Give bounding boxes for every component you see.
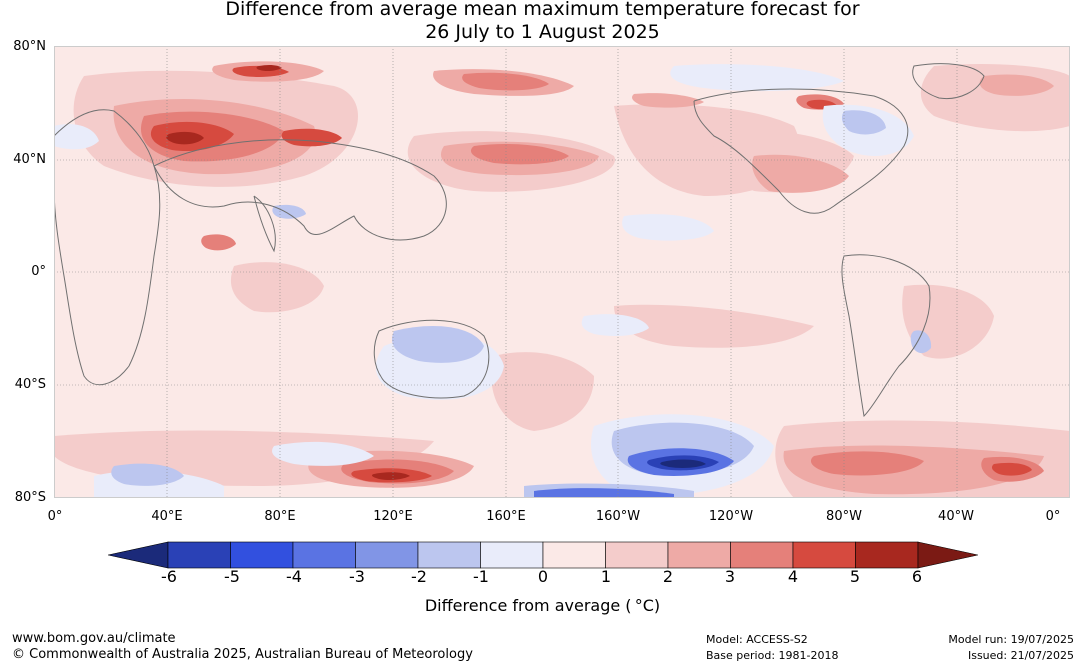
lon-label-40e: 40°E	[151, 509, 183, 524]
lat-label-equator: 0°	[31, 264, 46, 279]
footer-copyright: © Commonwealth of Australia 2025, Austra…	[12, 647, 473, 662]
chart-title-line2: 26 July to 1 August 2025	[425, 21, 660, 43]
colorbar-segment	[292, 541, 356, 569]
lon-label-120w: 120°W	[708, 509, 754, 524]
anomaly-map-svg	[54, 46, 1070, 498]
chart-title-line1: Difference from average mean maximum tem…	[225, 0, 860, 20]
footer-base-period: Base period: 1981-2018	[706, 649, 839, 662]
footer-issued: Issued: 21/07/2025	[967, 649, 1074, 662]
footer-model-run: Model run: 19/07/2025	[948, 633, 1074, 646]
colorbar	[107, 538, 979, 574]
colorbar-tick-label: -6	[161, 567, 177, 586]
anomaly-map	[54, 46, 1070, 498]
colorbar-segment	[667, 541, 731, 569]
colorbar-title: Difference from average ( °C)	[424, 596, 661, 615]
graticule	[54, 46, 1070, 498]
colorbar-segment	[230, 541, 294, 569]
colorbar-tick-label: -5	[224, 567, 240, 586]
lon-label-40w: 40°W	[938, 509, 974, 524]
colorbar-tick-label: 5	[849, 567, 861, 586]
lon-label-160w: 160°W	[595, 509, 641, 524]
colorbar-tick-label: -4	[286, 567, 302, 586]
colorbar-segment	[417, 541, 481, 569]
colorbar-segment	[855, 541, 919, 569]
colorbar-segment	[605, 541, 669, 569]
lon-label-160e: 160°E	[486, 509, 526, 524]
colorbar-tick-label: 2	[662, 567, 674, 586]
colorbar-svg	[107, 541, 979, 569]
colorbar-segment	[167, 541, 231, 569]
colorbar-tick-label: 1	[600, 567, 612, 586]
chart-title: Difference from average mean maximum tem…	[0, 0, 1085, 44]
anomaly-below-neg5-regions	[660, 459, 706, 468]
coastlines	[54, 63, 985, 418]
lon-label-120e: 120°E	[373, 509, 413, 524]
footer-model: Model: ACCESS-S2	[706, 633, 808, 646]
colorbar-segment	[480, 541, 544, 569]
lon-label-80w: 80°W	[826, 509, 862, 524]
colorbar-tick-label: 0	[537, 567, 549, 586]
colorbar-tick-label: 3	[724, 567, 736, 586]
colorbar-tick-label: -1	[473, 567, 489, 586]
colorbar-segment	[355, 541, 419, 569]
lon-label-0-right: 0°	[1045, 509, 1061, 524]
colorbar-tick-label: -3	[349, 567, 365, 586]
lat-label-40s: 40°S	[14, 377, 46, 392]
colorbar-extend-high	[917, 541, 979, 569]
lat-label-80s: 80°S	[14, 490, 46, 505]
colorbar-segment	[542, 541, 606, 569]
lon-label-80e: 80°E	[264, 509, 296, 524]
map-frame	[54, 46, 1070, 498]
colorbar-extend-low	[107, 541, 169, 569]
footer-website: www.bom.gov.au/climate	[12, 631, 176, 646]
colorbar-tick-label: 6	[911, 567, 923, 586]
lat-label-40n: 40°N	[13, 152, 46, 167]
anomaly-5-6-regions	[166, 64, 410, 480]
colorbar-tick-label: 4	[787, 567, 799, 586]
colorbar-segment	[730, 541, 794, 569]
lon-label-0-left: 0°	[47, 509, 63, 524]
colorbar-segment	[792, 541, 856, 569]
lat-label-80n: 80°N	[13, 39, 46, 54]
colorbar-tick-label: -2	[411, 567, 427, 586]
